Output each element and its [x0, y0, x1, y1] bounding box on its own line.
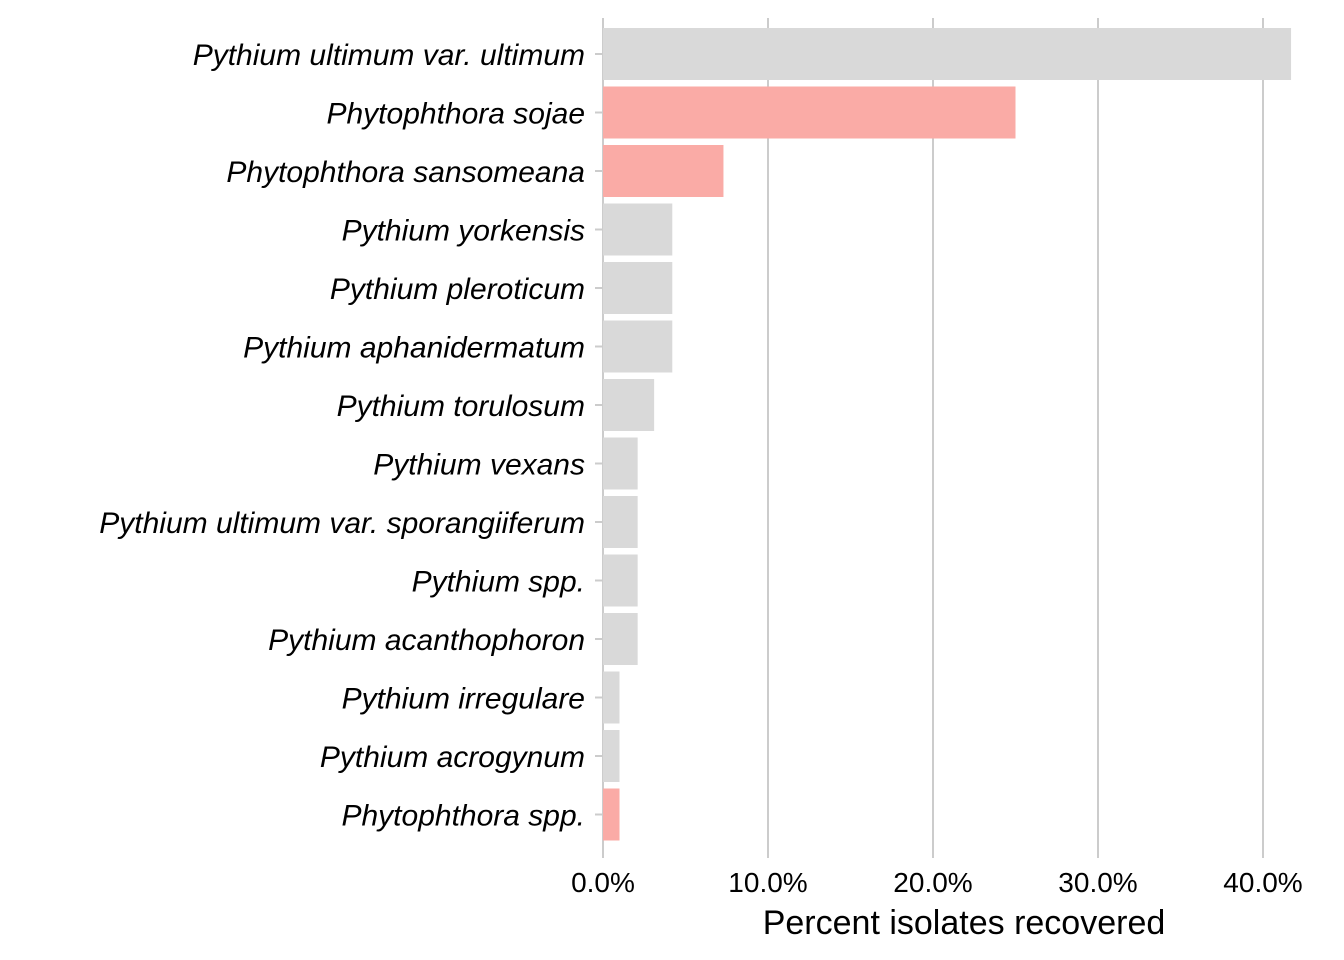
x-tick-label: 30.0%: [1058, 867, 1137, 898]
bar: [603, 28, 1292, 80]
category-label: Phytophthora sojae: [326, 98, 585, 131]
bar: [603, 262, 673, 314]
bar: [603, 496, 638, 548]
bar: [603, 203, 673, 256]
category-label: Pythium acanthophoron: [268, 624, 585, 657]
bar: [603, 437, 638, 490]
category-label: Pythium vexans: [373, 449, 585, 482]
category-label: Pythium ultimum var. sporangiiferum: [99, 507, 585, 540]
bar: [603, 86, 1016, 139]
category-label: Pythium yorkensis: [342, 215, 585, 248]
x-axis-ticks: 0.0% 10.0% 20.0% 30.0% 40.0%: [571, 850, 1303, 898]
category-label: Pythium irregulare: [342, 683, 585, 716]
category-label: Pythium acrogynum: [320, 741, 585, 774]
category-labels: Pythium ultimum var. ultimum Phytophthora…: [99, 39, 603, 833]
bars: [603, 28, 1292, 841]
category-label: Pythium aphanidermatum: [243, 332, 585, 365]
bar: [603, 671, 620, 724]
bar: [603, 320, 673, 373]
bar: [603, 730, 620, 782]
x-tick-label: 20.0%: [893, 867, 972, 898]
x-tick-label: 10.0%: [728, 867, 807, 898]
bar: [603, 554, 638, 607]
category-label: Pythium ultimum var. ultimum: [193, 39, 585, 72]
category-label: Pythium pleroticum: [330, 273, 585, 306]
category-label: Phytophthora spp.: [341, 800, 585, 833]
x-tick-label: 40.0%: [1223, 867, 1302, 898]
category-label: Pythium torulosum: [337, 390, 585, 423]
x-tick-label: 0.0%: [571, 867, 635, 898]
bar: [603, 379, 655, 431]
bar: [603, 145, 724, 197]
category-label: Pythium spp.: [412, 566, 585, 599]
bar: [603, 788, 620, 841]
x-axis-title: Percent isolates recovered: [763, 904, 1166, 942]
bar: [603, 613, 638, 665]
gridlines: [602, 18, 1264, 850]
category-label: Phytophthora sansomeana: [226, 156, 585, 189]
